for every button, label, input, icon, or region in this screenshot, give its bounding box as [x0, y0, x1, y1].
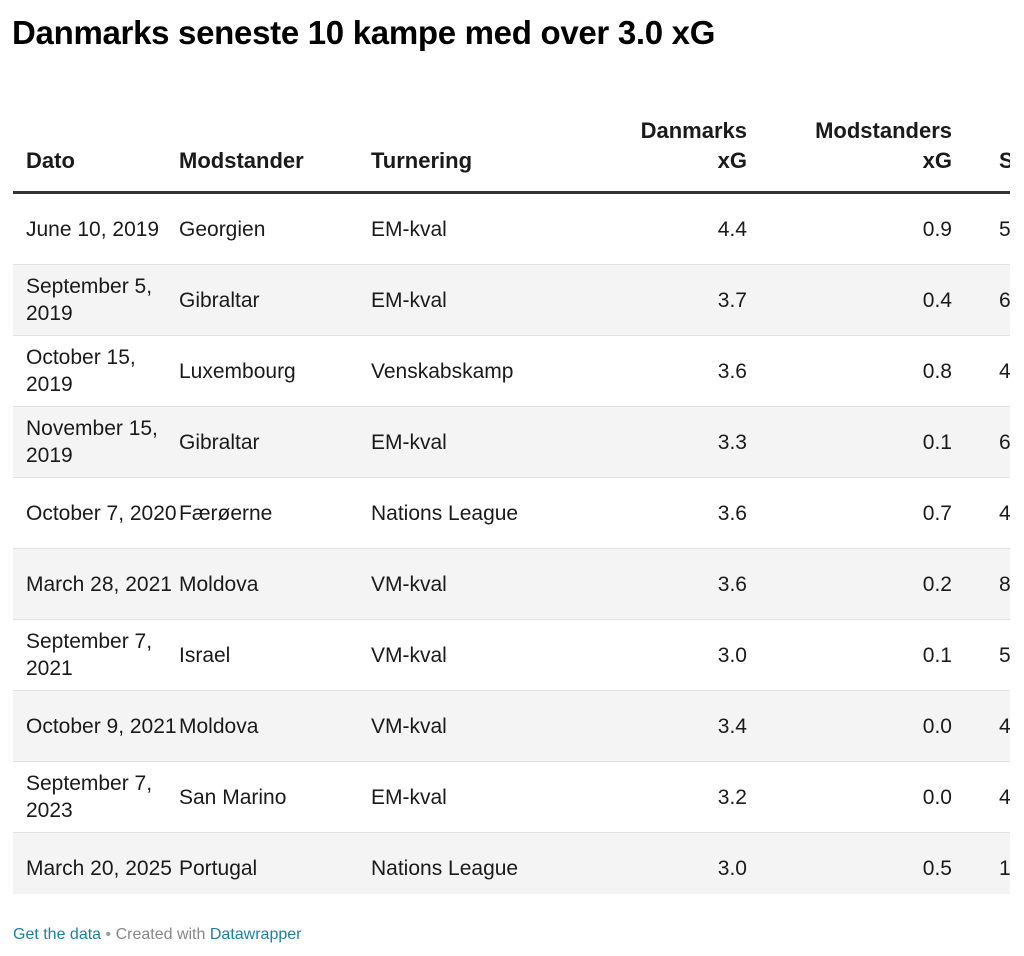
cell-date: October 9, 2021	[13, 690, 179, 762]
table-row: October 7, 2020 Færøerne Nations League 3.6…	[13, 477, 1010, 549]
matches-table-container[interactable]: Dato Modstander Turnering Danmarks xG Mod…	[13, 94, 1010, 894]
cell-competition: VM-kval	[371, 690, 536, 762]
cell-competition: EM-kval	[371, 264, 536, 336]
cell-opponent: Gibraltar	[179, 264, 371, 336]
header-opponent-xg-line1: Modstanders	[815, 118, 952, 143]
cell-opponent-xg: 0.0	[747, 690, 952, 762]
cell-denmark-xg: 3.0	[536, 832, 747, 894]
cell-date: October 15, 2019	[13, 335, 179, 407]
table-row: September 5, 2019 Gibraltar EM-kval 3.7 0.4 6…	[13, 264, 1010, 336]
cell-opponent: Georgien	[179, 192, 371, 265]
header-date[interactable]: Dato	[13, 94, 179, 194]
header-opponent-xg-line2: xG	[922, 148, 952, 173]
table-row: November 15, 2019 Gibraltar EM-kval 3.3 0.1 6…	[13, 406, 1010, 478]
cell-result: 4-0	[952, 761, 1010, 833]
header-denmark-xg[interactable]: Danmarks xG	[536, 94, 747, 194]
cell-opponent: Luxembourg	[179, 335, 371, 407]
cell-competition: Nations League	[371, 832, 536, 894]
cell-opponent: Færøerne	[179, 477, 371, 549]
cell-opponent: San Marino	[179, 761, 371, 833]
cell-denmark-xg: 3.6	[536, 477, 747, 549]
cell-date: September 7, 2021	[13, 619, 179, 691]
cell-opponent: Gibraltar	[179, 406, 371, 478]
cell-opponent-xg: 0.9	[747, 192, 952, 265]
cell-result: 5-1	[952, 192, 1010, 265]
cell-result: 1-0	[952, 832, 1010, 894]
cell-competition: Nations League	[371, 477, 536, 549]
table-header-row: Dato Modstander Turnering Danmarks xG Mod…	[13, 94, 1010, 194]
matches-table: Dato Modstander Turnering Danmarks xG Mod…	[13, 94, 1010, 894]
cell-competition: VM-kval	[371, 619, 536, 691]
cell-competition: Venskabskamp	[371, 335, 536, 407]
cell-result: 4-0	[952, 690, 1010, 762]
cell-denmark-xg: 3.6	[536, 548, 747, 620]
cell-competition: EM-kval	[371, 406, 536, 478]
header-result[interactable]: Slutresultat	[952, 94, 1010, 194]
cell-result: 4-0	[952, 477, 1010, 549]
cell-result: 5-0	[952, 619, 1010, 691]
table-row: March 20, 2025 Portugal Nations League 3.0 0…	[13, 832, 1010, 894]
cell-date: September 5, 2019	[13, 264, 179, 336]
header-opponent[interactable]: Modstander	[179, 94, 371, 194]
table-row: September 7, 2023 San Marino EM-kval 3.2 0.0…	[13, 761, 1010, 833]
cell-opponent-xg: 0.2	[747, 548, 952, 620]
header-opponent-xg[interactable]: Modstanders xG	[747, 94, 952, 194]
cell-date: October 7, 2020	[13, 477, 179, 549]
cell-result: 6-0	[952, 264, 1010, 336]
cell-opponent: Israel	[179, 619, 371, 691]
footer: Get the data • Created with Datawrapper	[13, 926, 301, 944]
cell-opponent-xg: 0.7	[747, 477, 952, 549]
cell-date: March 28, 2021	[13, 548, 179, 620]
cell-result: 6-0	[952, 406, 1010, 478]
header-competition[interactable]: Turnering	[371, 94, 536, 194]
cell-denmark-xg: 3.0	[536, 619, 747, 691]
cell-competition: EM-kval	[371, 192, 536, 265]
cell-result: 8-0	[952, 548, 1010, 620]
cell-opponent: Portugal	[179, 832, 371, 894]
cell-date: June 10, 2019	[13, 192, 179, 265]
cell-date: September 7, 2023	[13, 761, 179, 833]
cell-opponent-xg: 0.5	[747, 832, 952, 894]
footer-separator: •	[105, 926, 112, 943]
datawrapper-link[interactable]: Datawrapper	[209, 926, 302, 943]
cell-opponent-xg: 0.1	[747, 619, 952, 691]
header-denmark-xg-line2: xG	[717, 148, 747, 173]
cell-date: March 20, 2025	[13, 832, 179, 894]
header-denmark-xg-line1: Danmarks	[640, 118, 747, 143]
cell-opponent: Moldova	[179, 690, 371, 762]
cell-competition: EM-kval	[371, 761, 536, 833]
cell-opponent: Moldova	[179, 548, 371, 620]
cell-denmark-xg: 3.2	[536, 761, 747, 833]
cell-opponent-xg: 0.0	[747, 761, 952, 833]
cell-denmark-xg: 3.6	[536, 335, 747, 407]
cell-result: 4-0	[952, 335, 1010, 407]
cell-denmark-xg: 4.4	[536, 192, 747, 265]
cell-denmark-xg: 3.4	[536, 690, 747, 762]
cell-denmark-xg: 3.3	[536, 406, 747, 478]
cell-opponent-xg: 0.8	[747, 335, 952, 407]
table-row: October 15, 2019 Luxembourg Venskabskamp 3.…	[13, 335, 1010, 407]
cell-denmark-xg: 3.7	[536, 264, 747, 336]
created-with-label: Created with	[115, 926, 206, 943]
cell-opponent-xg: 0.4	[747, 264, 952, 336]
cell-date: November 15, 2019	[13, 406, 179, 478]
cell-competition: VM-kval	[371, 548, 536, 620]
page-title: Danmarks seneste 10 kampe med over 3.0 x…	[12, 14, 716, 51]
cell-opponent-xg: 0.1	[747, 406, 952, 478]
get-data-link[interactable]: Get the data	[13, 926, 102, 943]
